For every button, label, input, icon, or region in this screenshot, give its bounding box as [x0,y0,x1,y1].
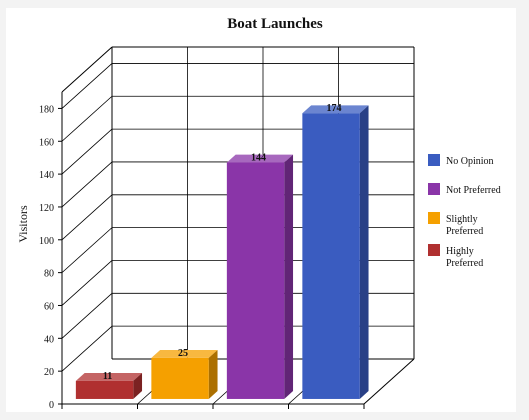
y-tick-label: 160 [39,137,54,148]
y-tick-label: 100 [39,236,54,247]
bar [302,105,369,399]
y-tick-label: 180 [39,104,54,115]
legend-swatch [428,183,440,195]
bar-value-label: 25 [178,348,188,359]
legend-swatch [428,244,440,256]
legend-swatch [428,212,440,224]
y-tick-label: 80 [44,269,54,280]
legend-swatch [428,154,440,166]
y-tick-label: 140 [39,170,54,181]
bar-front [226,162,285,399]
legend-item: No Opinion [428,154,494,167]
y-tick-label: 0 [49,400,54,411]
y-tick-label: 120 [39,203,54,214]
bar [226,154,294,399]
bar-side [284,154,294,399]
legend-label: Preferred [446,226,483,237]
y-tick-label: 20 [44,367,54,378]
bar-top [226,154,294,163]
bar-side [208,349,218,399]
legend-label: No Opinion [446,156,494,167]
bar-front [151,357,209,399]
y-tick-label: 60 [44,301,54,312]
bar-top [75,372,143,381]
bars-layer: 11 25 144 174 [75,103,369,399]
legend-label: Preferred [446,258,483,269]
bar-side [359,105,369,399]
bar [151,349,218,399]
bar-front [75,380,134,399]
legend-label: Not Preferred [446,185,501,196]
legend-label: Highly [446,246,474,257]
bar-top [151,349,218,358]
y-axis-label: Visitors [16,205,30,243]
bar-value-label: 11 [103,371,112,382]
chart-title: Boat Launches [227,16,323,32]
legend-item: Not Preferred [428,183,501,196]
bar-top [302,105,369,114]
bar-value-label: 174 [327,103,342,114]
bar-value-label: 144 [251,152,266,163]
bar [75,372,143,399]
y-tick-label: 40 [44,334,54,345]
bar-side [133,372,143,399]
bar-front [302,113,360,399]
legend-label: Slightly [446,214,478,225]
